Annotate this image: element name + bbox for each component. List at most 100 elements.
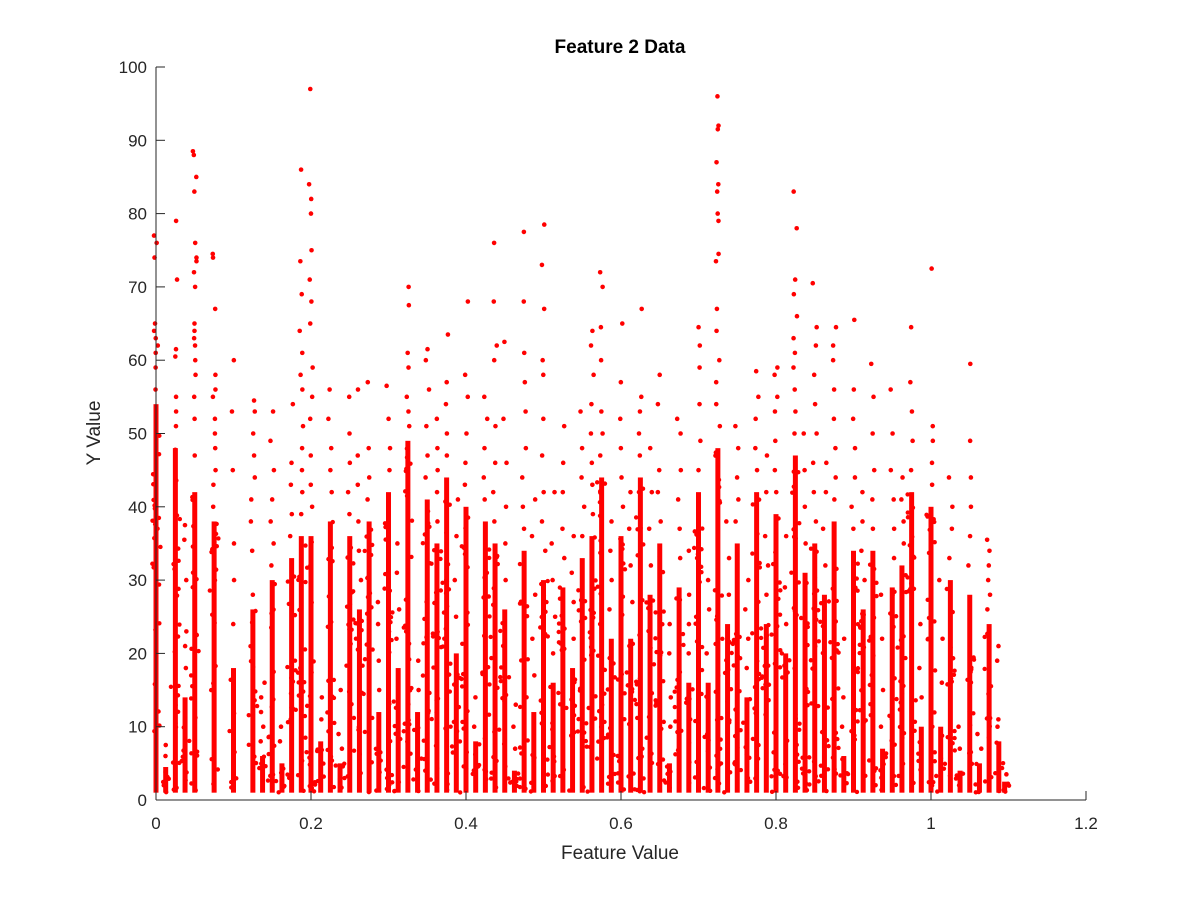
data-point	[696, 628, 701, 633]
stripe-dense-band	[889, 587, 895, 793]
data-point	[304, 749, 309, 755]
data-point	[307, 416, 313, 422]
data-point	[250, 431, 256, 436]
data-point	[461, 726, 466, 731]
data-point	[271, 669, 276, 675]
stripe-22	[391, 541, 403, 794]
data-point	[644, 735, 649, 740]
data-point	[208, 687, 214, 693]
data-point	[674, 596, 679, 601]
data-point	[351, 748, 357, 753]
data-point	[714, 753, 719, 758]
data-point	[769, 632, 774, 637]
data-point	[618, 445, 624, 451]
data-point	[879, 775, 884, 780]
data-point	[557, 773, 563, 779]
data-point	[987, 592, 993, 598]
data-point	[985, 607, 990, 612]
data-point	[485, 664, 491, 670]
data-point	[775, 365, 780, 370]
data-point	[815, 608, 821, 613]
data-point	[161, 783, 166, 788]
data-point	[649, 489, 655, 495]
data-point	[462, 551, 468, 557]
data-point	[477, 742, 482, 747]
data-point	[851, 317, 857, 323]
data-point	[646, 628, 651, 634]
data-point	[626, 526, 632, 532]
data-point	[777, 665, 783, 670]
data-point	[945, 734, 950, 740]
data-point	[366, 445, 371, 451]
data-point	[278, 724, 284, 729]
data-point	[387, 445, 393, 451]
data-point	[523, 786, 528, 791]
data-point	[476, 764, 481, 769]
data-point	[532, 673, 537, 678]
data-point	[347, 460, 353, 466]
data-point	[783, 533, 789, 539]
data-point	[415, 658, 421, 664]
data-point	[630, 599, 635, 605]
data-point	[521, 229, 527, 235]
data-point	[216, 536, 221, 541]
data-point	[484, 776, 489, 782]
data-point	[564, 705, 569, 711]
data-point	[151, 482, 156, 487]
data-point	[545, 757, 550, 762]
data-point	[188, 696, 194, 701]
data-point	[844, 781, 849, 786]
data-point	[927, 527, 932, 533]
data-point	[152, 472, 157, 477]
data-point	[796, 759, 801, 765]
data-point	[791, 365, 796, 370]
data-point	[852, 733, 857, 738]
data-point	[570, 707, 575, 712]
data-point	[492, 729, 497, 735]
data-point	[950, 609, 955, 615]
data-point	[772, 661, 778, 666]
y-tick-label: 90	[128, 131, 147, 150]
data-point	[522, 379, 528, 385]
data-point	[448, 661, 453, 666]
data-point	[628, 489, 633, 495]
data-point	[908, 379, 913, 385]
data-point	[785, 738, 790, 743]
data-point	[699, 547, 704, 552]
data-point	[660, 757, 666, 762]
data-point	[720, 636, 725, 642]
data-point	[989, 774, 994, 780]
data-point	[626, 774, 631, 779]
data-point	[717, 357, 722, 363]
data-point	[502, 339, 507, 345]
data-point	[191, 335, 197, 341]
data-point	[932, 750, 937, 755]
data-point	[319, 717, 324, 722]
data-point	[383, 537, 388, 542]
data-point	[950, 504, 955, 510]
data-point	[524, 604, 530, 609]
data-point	[647, 740, 653, 745]
data-point	[780, 675, 785, 680]
data-point	[766, 698, 771, 703]
data-point	[552, 773, 557, 779]
data-point	[465, 565, 470, 570]
data-point	[722, 790, 727, 795]
data-point	[191, 269, 197, 275]
data-point	[487, 555, 492, 561]
data-point	[344, 604, 350, 609]
data-point	[582, 615, 588, 621]
data-point	[932, 619, 937, 624]
stripe-13	[304, 86, 318, 794]
data-point	[443, 590, 449, 596]
data-point	[826, 599, 832, 604]
data-point	[674, 416, 680, 422]
data-point	[695, 551, 701, 557]
data-point	[675, 677, 680, 683]
stripe-7	[246, 398, 260, 793]
stripe-dense-band	[395, 668, 401, 793]
data-point	[741, 720, 746, 725]
data-point	[602, 719, 607, 725]
data-point	[871, 615, 877, 620]
data-point	[470, 771, 475, 777]
